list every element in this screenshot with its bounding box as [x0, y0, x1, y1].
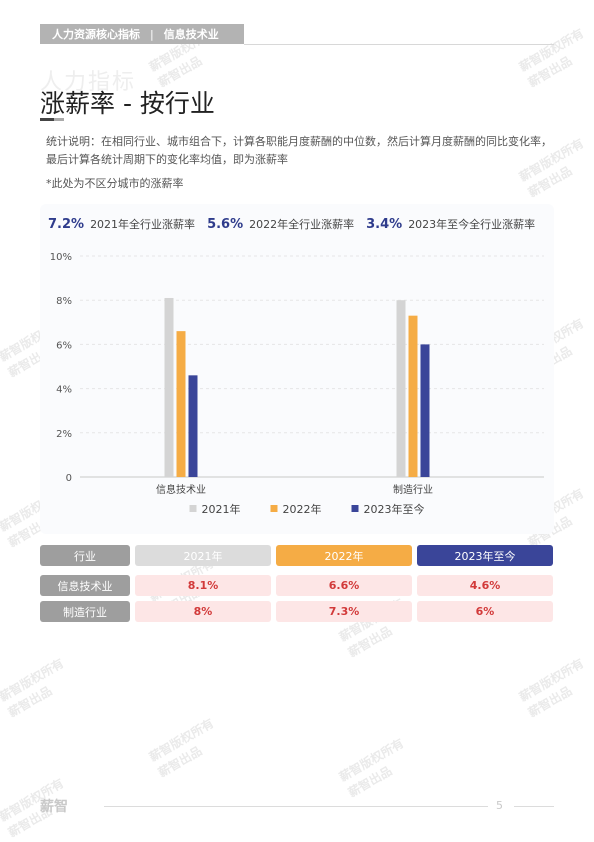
chart-bar: [164, 297, 174, 477]
y-tick-label: 6%: [56, 340, 72, 351]
table-cell: 6%: [417, 601, 553, 622]
kpi-value-2023: 3.4%: [366, 217, 403, 232]
table-header-row: 行业 2021年 2022年 2023年至今: [40, 545, 554, 566]
table-cell: 6.6%: [276, 575, 412, 596]
watermark: 薪智版权所有薪智出品: [146, 716, 217, 780]
legend-label: 2023年至今: [364, 502, 425, 516]
chart-bar: [396, 300, 406, 477]
header-divider: [244, 44, 554, 45]
table-header-2023: 2023年至今: [417, 545, 553, 566]
chart-card: 7.2% 2021年全行业涨薪率 5.6% 2022年全行业涨薪率 3.4% 2…: [40, 204, 554, 534]
header-section: 人力资源核心指标: [52, 28, 140, 41]
watermark: 薪智版权所有薪智出品: [336, 736, 407, 800]
y-tick-label: 10%: [50, 252, 72, 263]
kpi-value-2021: 7.2%: [48, 217, 85, 232]
footnote: *此处为不区分城市的涨薪率: [46, 177, 184, 190]
kpi-value-2022: 5.6%: [207, 217, 244, 232]
bar-chart: 0 2% 4% 6% 8% 10% 信息技术业 制造行业 2021年 2022年 2023年至今: [50, 252, 544, 516]
legend-swatch: [189, 505, 197, 512]
footer-divider: [514, 806, 554, 807]
x-tick-label: 制造行业: [393, 483, 433, 496]
watermark: 薪智版权所有薪智出品: [0, 656, 67, 720]
y-tick-label: 2%: [56, 429, 72, 440]
page-title: 涨薪率 - 按行业: [40, 89, 215, 118]
kpi-label-2022: 2022年全行业涨薪率: [249, 218, 355, 231]
legend-label: 2022年: [283, 502, 322, 516]
header-bar: 人力资源核心指标 | 信息技术业: [40, 24, 244, 44]
title-underline: [40, 118, 54, 121]
legend-swatch: [270, 505, 278, 512]
table-row: 制造行业 8% 7.3% 6%: [40, 601, 554, 622]
footer-logo: 薪智: [40, 799, 68, 815]
data-table: 行业 2021年 2022年 2023年至今 信息技术业 8.1% 6.6% 4…: [40, 545, 554, 627]
table-header-2022: 2022年: [276, 545, 412, 566]
ghost-title: 人力指标: [40, 70, 137, 95]
table-cell: 7.3%: [276, 601, 412, 622]
table-row: 信息技术业 8.1% 6.6% 4.6%: [40, 575, 554, 596]
table-cell: 8.1%: [135, 575, 271, 596]
y-tick-label: 8%: [56, 296, 72, 307]
table-header-2021: 2021年: [135, 545, 271, 566]
table-header-industry: 行业: [40, 545, 130, 566]
kpi-row: 7.2% 2021年全行业涨薪率 5.6% 2022年全行业涨薪率 3.4% 2…: [48, 216, 541, 232]
header-separator: |: [150, 27, 154, 41]
legend-swatch: [351, 505, 359, 512]
kpi-label-2021: 2021年全行业涨薪率: [90, 218, 196, 231]
chart-bar: [176, 331, 186, 477]
statistics-note: 统计说明：在相同行业、城市组合下，计算各职能月度薪酬的中位数，然后计算月度薪酬的…: [46, 135, 552, 166]
table-row-label: 信息技术业: [40, 575, 130, 596]
chart-bar: [408, 315, 418, 477]
title-underline-accent: [54, 118, 64, 121]
table-row-label: 制造行业: [40, 601, 130, 622]
kpi-label-2023: 2023年至今全行业涨薪率: [408, 218, 536, 231]
table-cell: 8%: [135, 601, 271, 622]
page-number: 5: [496, 799, 503, 812]
header-industry: 信息技术业: [163, 28, 219, 41]
table-cell: 4.6%: [417, 575, 553, 596]
chart-bar: [420, 344, 430, 477]
watermark: 薪智版权所有薪智出品: [516, 26, 587, 90]
y-tick-label: 0: [66, 473, 72, 484]
chart-bar: [188, 375, 198, 477]
legend-label: 2021年: [202, 502, 241, 516]
footer-divider: [104, 806, 488, 807]
y-tick-label: 4%: [56, 385, 72, 396]
watermark: 薪智版权所有薪智出品: [516, 656, 587, 720]
x-tick-label: 信息技术业: [156, 483, 206, 496]
